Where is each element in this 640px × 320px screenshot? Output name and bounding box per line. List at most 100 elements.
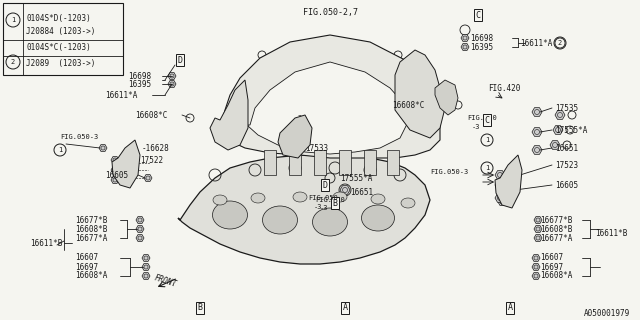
Text: 2: 2 — [298, 115, 302, 121]
Polygon shape — [461, 35, 469, 42]
Ellipse shape — [333, 192, 347, 202]
Text: 1: 1 — [485, 165, 489, 171]
Polygon shape — [136, 235, 144, 242]
Text: 16611*A: 16611*A — [520, 38, 552, 47]
Text: 16608*C: 16608*C — [392, 100, 424, 109]
Text: FRONT: FRONT — [152, 273, 177, 289]
Polygon shape — [532, 264, 540, 270]
Polygon shape — [112, 140, 140, 188]
Polygon shape — [168, 73, 176, 79]
Text: 16677*B: 16677*B — [75, 215, 108, 225]
Bar — [314, 150, 326, 175]
Ellipse shape — [293, 192, 307, 202]
Bar — [3, 3, 123, 75]
Text: J20884 (1203->): J20884 (1203->) — [26, 27, 95, 36]
Polygon shape — [99, 145, 107, 151]
Text: FIG.050: FIG.050 — [308, 195, 338, 201]
Text: 16697: 16697 — [540, 262, 563, 271]
Text: 16611*B: 16611*B — [595, 228, 627, 237]
Text: 16698: 16698 — [128, 71, 151, 81]
Ellipse shape — [371, 194, 385, 204]
Text: C: C — [484, 116, 490, 124]
Polygon shape — [534, 235, 542, 242]
Text: 0104S*D(-1203): 0104S*D(-1203) — [26, 13, 91, 22]
Text: D: D — [323, 180, 328, 189]
Polygon shape — [340, 186, 350, 194]
Polygon shape — [495, 171, 505, 179]
Polygon shape — [248, 62, 408, 154]
Text: FIG.420: FIG.420 — [488, 84, 520, 92]
Polygon shape — [495, 155, 522, 208]
Text: 16395: 16395 — [128, 79, 151, 89]
Text: 16697: 16697 — [75, 262, 98, 271]
Polygon shape — [553, 126, 563, 134]
Text: -16628: -16628 — [142, 143, 170, 153]
Bar — [339, 150, 351, 175]
Polygon shape — [461, 44, 469, 51]
Polygon shape — [498, 177, 506, 183]
Text: A: A — [508, 303, 513, 313]
Text: 17555*A: 17555*A — [340, 173, 372, 182]
Text: FIG.050-3: FIG.050-3 — [430, 169, 468, 175]
Ellipse shape — [212, 201, 248, 229]
Polygon shape — [278, 115, 312, 158]
Polygon shape — [550, 141, 560, 149]
Text: 16605: 16605 — [105, 171, 128, 180]
Polygon shape — [555, 111, 565, 119]
Polygon shape — [534, 226, 542, 232]
Polygon shape — [495, 194, 505, 202]
Text: 1: 1 — [11, 17, 15, 23]
Text: 1: 1 — [485, 137, 489, 143]
Text: 16608*A: 16608*A — [75, 271, 108, 281]
Polygon shape — [435, 80, 458, 115]
Polygon shape — [532, 128, 542, 136]
Text: FIG.050: FIG.050 — [315, 197, 345, 203]
Text: 16698: 16698 — [470, 34, 493, 43]
Polygon shape — [142, 273, 150, 279]
Polygon shape — [136, 217, 144, 223]
Polygon shape — [532, 108, 542, 116]
Polygon shape — [532, 273, 540, 279]
Text: 1: 1 — [58, 147, 62, 153]
Ellipse shape — [213, 195, 227, 205]
Text: 16607: 16607 — [75, 253, 98, 262]
Text: 16607: 16607 — [540, 253, 563, 262]
Text: 17523: 17523 — [555, 161, 578, 170]
Polygon shape — [111, 177, 119, 183]
Polygon shape — [395, 50, 445, 138]
Bar — [289, 150, 301, 175]
Text: 17555*A: 17555*A — [555, 125, 588, 134]
Text: B: B — [333, 198, 337, 207]
Text: 16677*A: 16677*A — [75, 234, 108, 243]
Bar — [264, 150, 276, 175]
Text: D: D — [177, 55, 182, 65]
Text: 2: 2 — [558, 40, 562, 46]
Text: 2: 2 — [11, 59, 15, 65]
Text: FIG.050: FIG.050 — [467, 115, 497, 121]
Ellipse shape — [362, 205, 394, 231]
Ellipse shape — [251, 193, 265, 203]
Polygon shape — [532, 146, 542, 154]
Text: 17533: 17533 — [305, 143, 328, 153]
Text: 16651: 16651 — [350, 188, 373, 196]
Bar — [364, 150, 376, 175]
Polygon shape — [144, 174, 152, 181]
Polygon shape — [220, 35, 440, 158]
Text: 16395: 16395 — [470, 43, 493, 52]
Polygon shape — [142, 254, 150, 261]
Bar — [387, 150, 399, 175]
Text: 16677*B: 16677*B — [540, 215, 572, 225]
Polygon shape — [534, 217, 542, 223]
Text: C: C — [476, 11, 481, 20]
Text: -3: -3 — [320, 205, 328, 211]
Polygon shape — [136, 226, 144, 232]
Polygon shape — [111, 166, 119, 173]
Text: 16608*B: 16608*B — [540, 225, 572, 234]
Ellipse shape — [262, 206, 298, 234]
Text: -3: -3 — [472, 124, 481, 130]
Polygon shape — [168, 81, 176, 87]
Polygon shape — [498, 198, 506, 205]
Text: 16611*B: 16611*B — [30, 238, 62, 247]
Ellipse shape — [312, 208, 348, 236]
Text: 16608*A: 16608*A — [540, 271, 572, 281]
